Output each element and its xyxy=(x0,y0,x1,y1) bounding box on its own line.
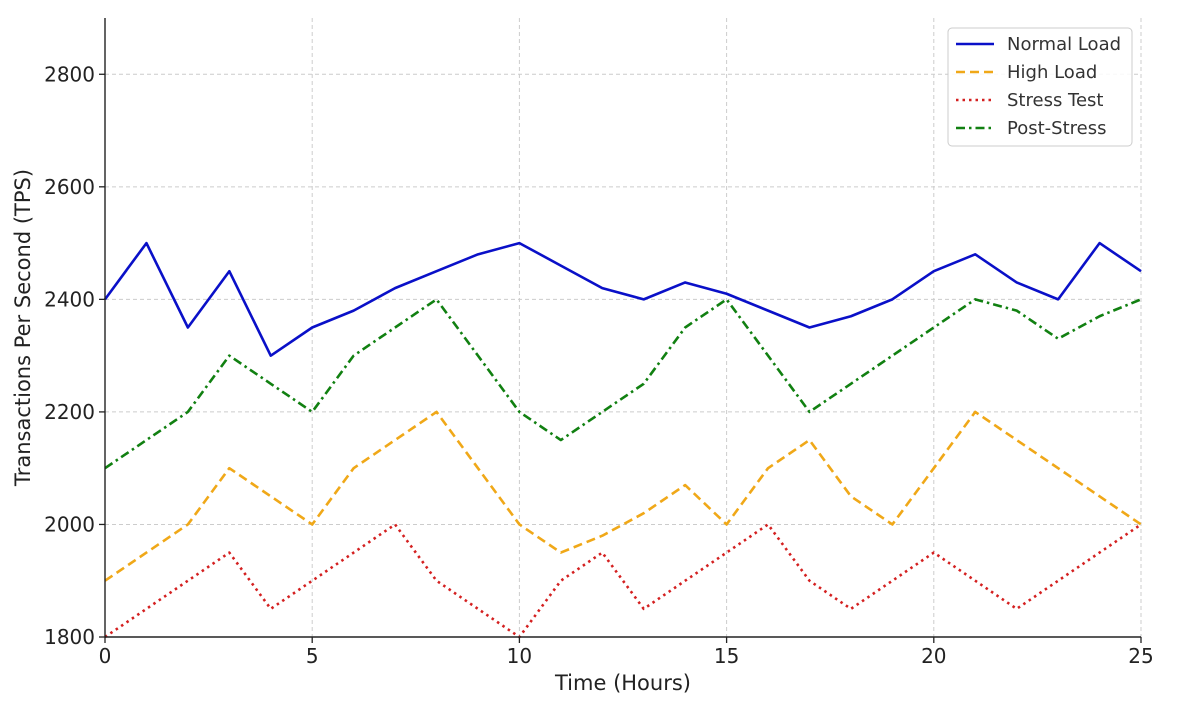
y-tick-label: 2600 xyxy=(44,175,95,199)
x-tick-label: 25 xyxy=(1128,644,1153,668)
legend-label: Post-Stress xyxy=(1007,118,1106,139)
series-line-post-stress xyxy=(104,298,1142,470)
y-tick-label: 2200 xyxy=(44,400,95,424)
series-line-normal-load xyxy=(103,241,1142,357)
x-tick-label: 10 xyxy=(507,644,532,668)
y-tick-label: 1800 xyxy=(44,625,95,649)
series-line-stress-test xyxy=(104,523,1142,639)
legend-label: High Load xyxy=(1007,62,1097,83)
y-axis-title: Transactions Per Second (TPS) xyxy=(11,169,35,487)
y-tick-label: 2000 xyxy=(44,512,95,536)
x-tick-label: 20 xyxy=(921,644,946,668)
legend-box xyxy=(947,27,1133,147)
series-line-high-load xyxy=(104,410,1142,582)
legend: Normal Load High Load Stress Test Post-Stre… xyxy=(947,27,1133,147)
x-tick-label: 5 xyxy=(306,644,319,668)
series-lines xyxy=(103,241,1142,639)
y-tick-label: 2400 xyxy=(44,287,95,311)
x-tick-label: 0 xyxy=(99,644,112,668)
x-tick-label: 15 xyxy=(714,644,739,668)
legend-label: Normal Load xyxy=(1007,34,1121,55)
axes xyxy=(104,18,1141,638)
y-tick-label: 2800 xyxy=(44,62,95,86)
legend-label: Stress Test xyxy=(1007,90,1104,111)
x-axis-title: Time (Hours) xyxy=(554,671,691,695)
tick-labels: 0 5 10 15 20 25 1800 2000 2200 2400 2600 2800 xyxy=(44,62,1154,668)
grid xyxy=(105,18,1142,637)
